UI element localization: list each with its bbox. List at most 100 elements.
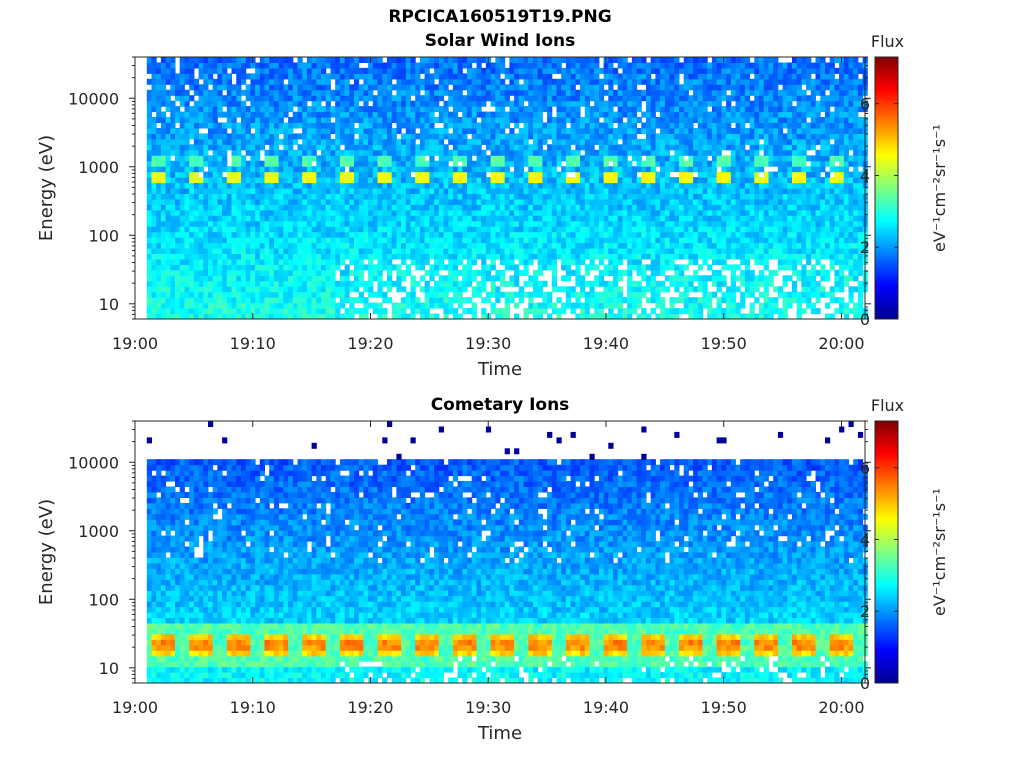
- heatmap-cell: [509, 117, 515, 123]
- heatmap-cell: [664, 106, 670, 113]
- heatmap-cell: [561, 122, 567, 129]
- heatmap-cell: [349, 237, 355, 244]
- heatmap-cell: [297, 220, 303, 227]
- heatmap-cell: [259, 220, 265, 227]
- heatmap-cell: [452, 291, 459, 298]
- heatmap-cell: [179, 149, 185, 156]
- heatmap-cell: [354, 286, 360, 293]
- heatmap-cell: [674, 100, 680, 107]
- heatmap-cell: [297, 144, 303, 151]
- heatmap-cell: [259, 182, 265, 189]
- heatmap-cell: [189, 122, 195, 129]
- heatmap-cell: [156, 89, 162, 96]
- heatmap-cell: [608, 313, 614, 320]
- heatmap-cell: [622, 133, 628, 140]
- heatmap-cell: [208, 89, 214, 96]
- heatmap-cell: [316, 182, 322, 189]
- heatmap-cell: [325, 155, 331, 162]
- heatmap-cell: [674, 133, 680, 140]
- heatmap-cell: [372, 84, 378, 91]
- heatmap-cell: [354, 95, 360, 102]
- heatmap-cell: [170, 144, 176, 151]
- heatmap-cell: [575, 302, 581, 309]
- heatmap-cell: [471, 166, 477, 173]
- heatmap-cell: [509, 280, 515, 287]
- heatmap-cell: [523, 133, 529, 140]
- heatmap-cell: [509, 111, 515, 118]
- heatmap-cell: [424, 100, 430, 107]
- heatmap-cell: [316, 231, 322, 238]
- heatmap-cell: [236, 177, 242, 184]
- heatmap-cell: [556, 204, 562, 211]
- heatmap-cell: [358, 220, 364, 227]
- heatmap-cell: [570, 67, 576, 74]
- heatmap-cell: [608, 95, 614, 102]
- heatmap-cell: [636, 198, 642, 205]
- heatmap-cell: [636, 297, 642, 304]
- heatmap-cell: [175, 291, 181, 298]
- heatmap-cell: [457, 84, 463, 91]
- heatmap-cell: [523, 95, 529, 102]
- heatmap-cell: [622, 84, 628, 91]
- heatmap-cell: [636, 188, 642, 194]
- heatmap-cell: [518, 209, 524, 216]
- heatmap-cell: [570, 253, 576, 260]
- heatmap-cell: [184, 155, 190, 162]
- heatmap-cell: [523, 280, 529, 287]
- heatmap-cell: [231, 198, 237, 205]
- heatmap-cell: [660, 95, 666, 102]
- heatmap-cell: [273, 95, 280, 102]
- heatmap-cell: [504, 193, 510, 200]
- heatmap-cell: [170, 242, 176, 249]
- heatmap-cell: [264, 78, 270, 85]
- heatmap-cell: [335, 160, 341, 167]
- heatmap-cell: [236, 302, 242, 309]
- heatmap-cell: [278, 297, 284, 304]
- heatmap-cell: [179, 248, 185, 254]
- heatmap-cell: [175, 128, 181, 134]
- heatmap-cell: [429, 313, 435, 320]
- heatmap-cell: [556, 155, 562, 162]
- heatmap-cell: [523, 231, 529, 238]
- heatmap-cell: [273, 242, 280, 249]
- heatmap-cell: [184, 226, 190, 233]
- heatmap-cell: [669, 280, 675, 287]
- heatmap-cell: [377, 313, 383, 320]
- heatmap-cell: [325, 73, 331, 80]
- heatmap-cell: [306, 182, 313, 189]
- heatmap-cell: [368, 144, 374, 151]
- heatmap-cell: [594, 253, 600, 260]
- heatmap-cell: [316, 209, 322, 216]
- heatmap-cell: [269, 78, 275, 85]
- heatmap-cell: [410, 111, 416, 118]
- heatmap-cell: [146, 133, 152, 140]
- heatmap-cell: [660, 67, 666, 74]
- heatmap-cell: [580, 302, 586, 309]
- heatmap-cell: [523, 106, 529, 113]
- heatmap-cell: [184, 117, 190, 123]
- heatmap-cell: [156, 160, 162, 167]
- heatmap-cell: [669, 62, 675, 69]
- heatmap-cell: [405, 264, 411, 271]
- heatmap-cell: [674, 193, 680, 200]
- heatmap-cell: [476, 242, 482, 249]
- heatmap-cell: [518, 106, 524, 113]
- heatmap-cell: [165, 308, 171, 315]
- heatmap-cell: [551, 248, 557, 254]
- heatmap-cell: [396, 73, 402, 80]
- heatmap-cell: [674, 106, 680, 113]
- heatmap-cell: [650, 128, 656, 134]
- heatmap-cell: [514, 198, 520, 205]
- heatmap-cell: [481, 215, 487, 222]
- heatmap-cell: [575, 264, 581, 271]
- heatmap-cell: [330, 220, 336, 227]
- heatmap-cell: [349, 308, 355, 315]
- heatmap-cell: [231, 220, 237, 227]
- heatmap-cell: [151, 193, 157, 200]
- heatmap-cell: [241, 193, 247, 200]
- heatmap-cell: [259, 286, 265, 293]
- heatmap-cell: [584, 73, 590, 80]
- heatmap-cell: [269, 62, 275, 69]
- heatmap-cell: [179, 117, 185, 123]
- heatmap-cell: [419, 166, 426, 173]
